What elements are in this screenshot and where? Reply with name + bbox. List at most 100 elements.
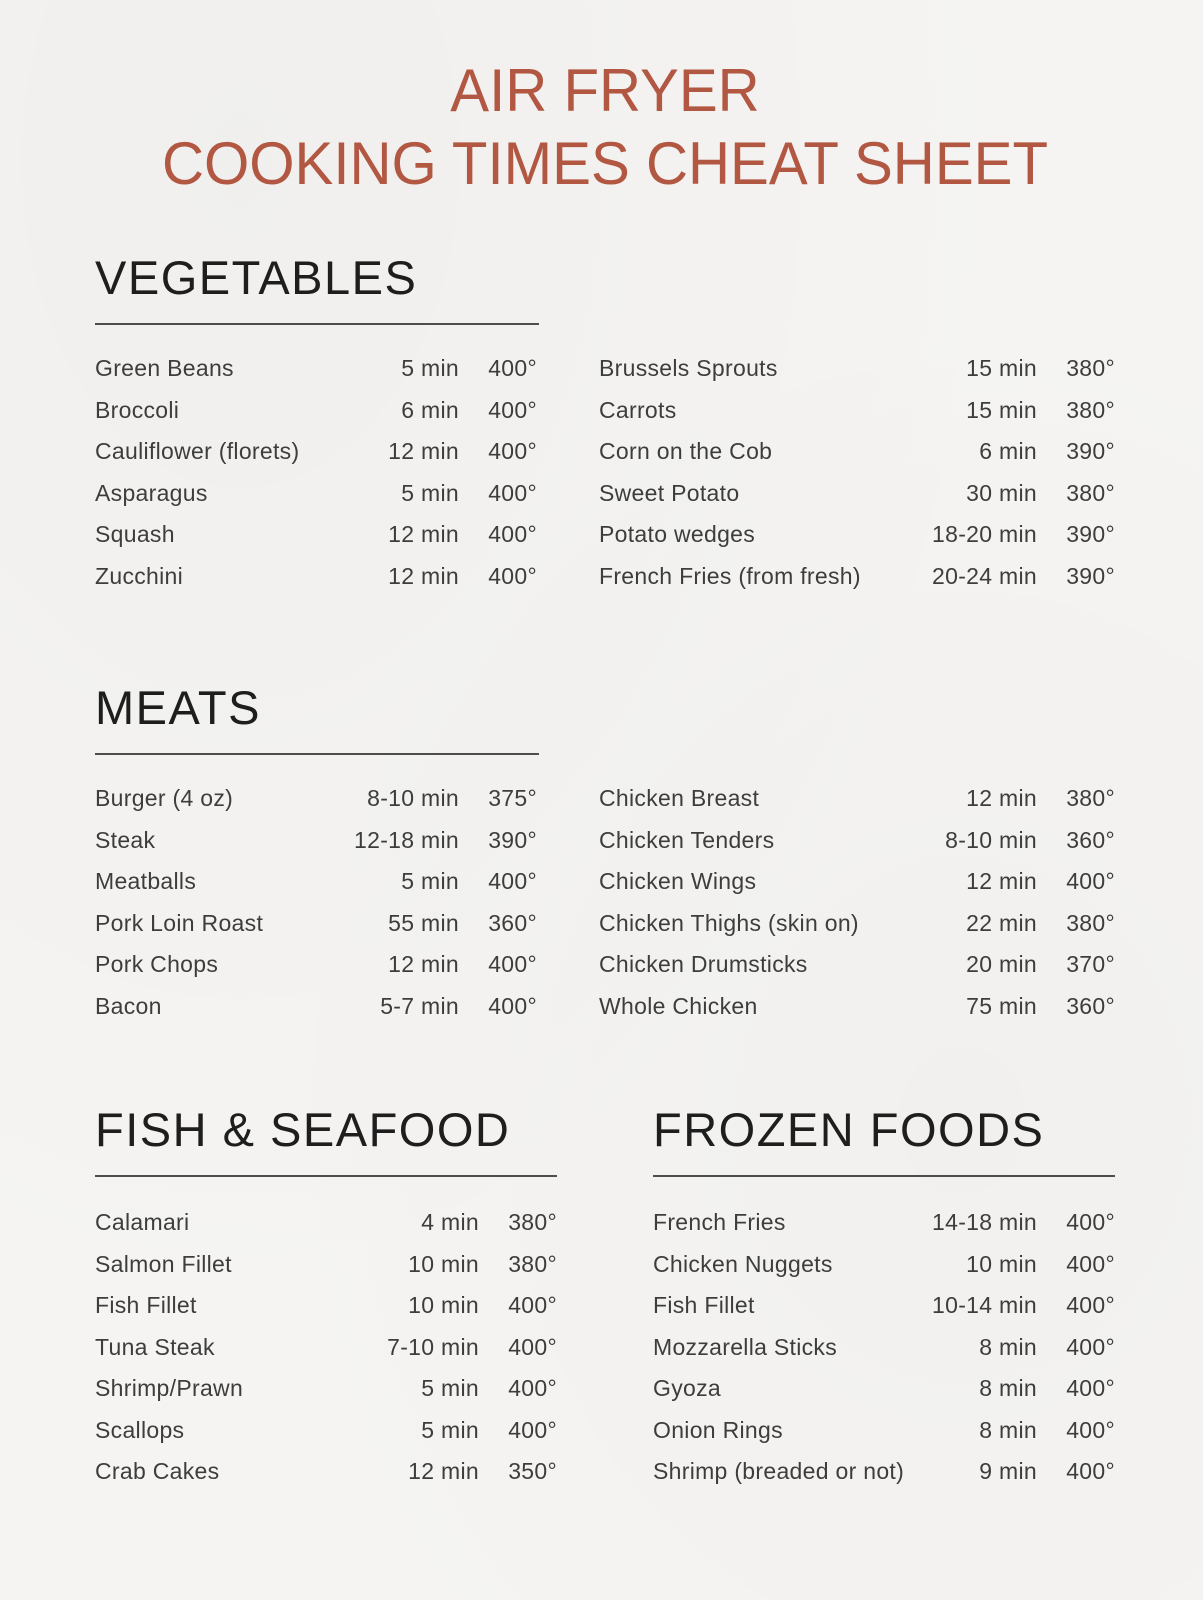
cook-time: 4 min bbox=[421, 1209, 479, 1235]
table-row: Squash 12 min 400° bbox=[95, 521, 537, 563]
table-row: Meatballs 5 min 400° bbox=[95, 868, 537, 910]
cook-time: 20-24 min bbox=[932, 562, 1037, 589]
food-name: Bacon bbox=[95, 992, 162, 1019]
cook-temp: 390° bbox=[488, 826, 537, 853]
table-row: Whole Chicken 75 min 360° bbox=[599, 993, 1115, 1035]
table-row: Calamari 4 min 380° bbox=[95, 1209, 557, 1251]
food-name: Chicken Drumsticks bbox=[599, 951, 808, 977]
table-row: Carrots 15 min 380° bbox=[599, 397, 1115, 439]
table-row: Pork Chops 12 min 400° bbox=[95, 951, 537, 993]
cook-time: 12 min bbox=[966, 868, 1037, 894]
cook-time: 5 min bbox=[401, 479, 459, 506]
cook-temp: 375° bbox=[488, 785, 537, 811]
cook-time: 20 min bbox=[966, 951, 1037, 977]
cook-time: 8 min bbox=[979, 1416, 1037, 1443]
cook-time: 12 min bbox=[388, 951, 459, 977]
section-heading-fish-seafood: FISH & SEAFOOD bbox=[95, 1103, 511, 1156]
cook-time: 12 min bbox=[388, 562, 459, 589]
cook-temp: 380° bbox=[1066, 479, 1115, 506]
table-row: Chicken Breast 12 min 380° bbox=[599, 785, 1115, 827]
cook-time: 12 min bbox=[408, 1458, 479, 1484]
cook-temp: 360° bbox=[1066, 992, 1115, 1019]
table-row: Sweet Potato 30 min 380° bbox=[599, 480, 1115, 522]
vegetables-columns: Green Beans 5 min 400° Broccoli 6 min 400° Cau… bbox=[95, 355, 1115, 604]
cook-time: 15 min bbox=[966, 396, 1037, 423]
food-name: Pork Loin Roast bbox=[95, 909, 264, 936]
cook-temp: 400° bbox=[1066, 1292, 1115, 1318]
table-row: Tuna Steak 7-10 min 400° bbox=[95, 1334, 557, 1376]
food-name: Green Beans bbox=[95, 355, 234, 381]
food-name: Whole Chicken bbox=[599, 992, 758, 1019]
page-title-line-2: COOKING TIMES CHEAT SHEET bbox=[161, 130, 1049, 197]
table-row: Salmon Fillet 10 min 380° bbox=[95, 1251, 557, 1293]
page-title: AIR FRYER COOKING TIMES CHEAT SHEET bbox=[110, 54, 1099, 200]
food-name: Onion Rings bbox=[653, 1416, 783, 1443]
cook-time: 12 min bbox=[388, 521, 459, 547]
table-row: Shrimp (breaded or not) 9 min 400° bbox=[653, 1458, 1115, 1500]
frozen-foods-list: French Fries 14-18 min 400° Chicken Nuggets… bbox=[653, 1209, 1115, 1500]
table-row: Zucchini 12 min 400° bbox=[95, 563, 537, 605]
cook-time: 55 min bbox=[388, 909, 459, 936]
cook-temp: 380° bbox=[1066, 396, 1115, 423]
cook-time: 6 min bbox=[401, 396, 459, 423]
section-heading-vegetables: VEGETABLES bbox=[95, 251, 418, 304]
table-row: Fish Fillet 10 min 400° bbox=[95, 1292, 557, 1334]
section-underline bbox=[95, 323, 539, 325]
cook-time: 10 min bbox=[408, 1292, 479, 1318]
cook-time: 12 min bbox=[388, 438, 459, 464]
meats-column-right: Chicken Breast 12 min 380° Chicken Tenders 8… bbox=[599, 785, 1115, 1034]
cook-time: 10 min bbox=[966, 1250, 1037, 1277]
cook-temp: 380° bbox=[1066, 355, 1115, 381]
table-row: Bacon 5-7 min 400° bbox=[95, 993, 537, 1035]
cook-temp: 390° bbox=[1066, 521, 1115, 547]
cook-temp: 400° bbox=[488, 355, 537, 381]
table-row: Burger (4 oz) 8-10 min 375° bbox=[95, 785, 537, 827]
cook-temp: 350° bbox=[508, 1458, 557, 1484]
cook-temp: 400° bbox=[1066, 1375, 1115, 1401]
food-name: Chicken Wings bbox=[599, 868, 757, 894]
cook-temp: 400° bbox=[1066, 1209, 1115, 1235]
cook-temp: 390° bbox=[1066, 562, 1115, 589]
food-name: Crab Cakes bbox=[95, 1458, 220, 1484]
cook-time: 8 min bbox=[979, 1375, 1037, 1401]
cook-time: 8 min bbox=[979, 1333, 1037, 1360]
table-row: Crab Cakes 12 min 350° bbox=[95, 1458, 557, 1500]
cook-temp: 360° bbox=[488, 909, 537, 936]
food-name: Potato wedges bbox=[599, 521, 756, 547]
cook-time: 30 min bbox=[966, 479, 1037, 506]
cook-temp: 400° bbox=[488, 992, 537, 1019]
cook-temp: 400° bbox=[1066, 1458, 1115, 1484]
food-name: Salmon Fillet bbox=[95, 1250, 232, 1277]
cook-time: 5 min bbox=[401, 355, 459, 381]
table-row: Chicken Drumsticks 20 min 370° bbox=[599, 951, 1115, 993]
food-name: Gyoza bbox=[653, 1375, 721, 1401]
cook-time: 10-14 min bbox=[932, 1292, 1037, 1318]
cook-temp: 400° bbox=[488, 396, 537, 423]
cook-temp: 400° bbox=[1066, 1333, 1115, 1360]
food-name: French Fries bbox=[653, 1209, 786, 1235]
section-fish-seafood: FISH & SEAFOOD Calamari 4 min 380° Salmon F… bbox=[95, 1102, 557, 1500]
cook-temp: 400° bbox=[508, 1416, 557, 1443]
cook-temp: 380° bbox=[1066, 785, 1115, 811]
section-heading-meats: MEATS bbox=[95, 681, 261, 734]
cook-temp: 380° bbox=[508, 1209, 557, 1235]
food-name: Chicken Thighs (skin on) bbox=[599, 909, 859, 936]
food-name: Broccoli bbox=[95, 396, 180, 423]
cook-time: 9 min bbox=[979, 1458, 1037, 1484]
table-row: French Fries 14-18 min 400° bbox=[653, 1209, 1115, 1251]
cook-temp: 400° bbox=[1066, 868, 1115, 894]
food-name: Chicken Breast bbox=[599, 785, 760, 811]
table-row: Corn on the Cob 6 min 390° bbox=[599, 438, 1115, 480]
table-row: Steak 12-18 min 390° bbox=[95, 827, 537, 869]
cook-temp: 400° bbox=[1066, 1416, 1115, 1443]
cook-temp: 400° bbox=[488, 479, 537, 506]
cook-temp: 400° bbox=[1066, 1250, 1115, 1277]
table-row: Asparagus 5 min 400° bbox=[95, 480, 537, 522]
food-name: Shrimp/Prawn bbox=[95, 1375, 244, 1401]
section-heading-frozen-foods: FROZEN FOODS bbox=[653, 1103, 1045, 1156]
cook-time: 7-10 min bbox=[387, 1333, 479, 1360]
cook-temp: 400° bbox=[488, 521, 537, 547]
section-underline bbox=[95, 1175, 557, 1177]
cook-temp: 370° bbox=[1066, 951, 1115, 977]
food-name: Tuna Steak bbox=[95, 1333, 215, 1360]
